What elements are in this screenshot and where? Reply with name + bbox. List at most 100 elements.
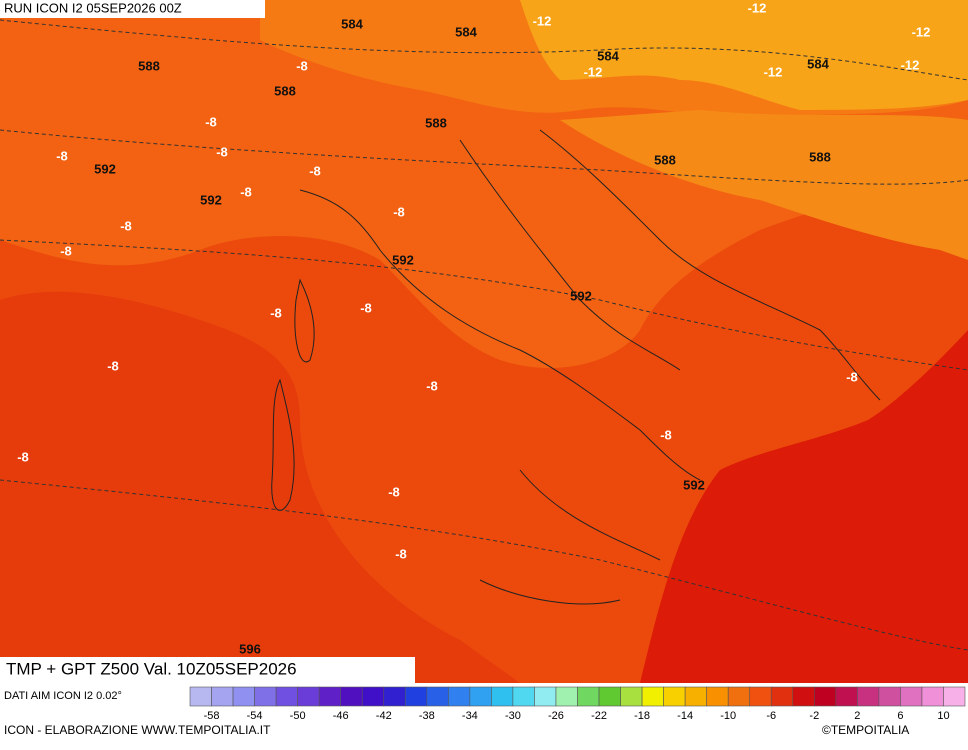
temperature-label: -8 — [17, 449, 29, 464]
legend-tick-label: -2 — [809, 710, 819, 722]
legend-swatch — [555, 686, 578, 707]
legend-tick-label: -10 — [720, 710, 736, 722]
legend-swatch — [749, 686, 772, 707]
legend-swatch — [232, 686, 255, 707]
legend-swatch — [620, 686, 643, 707]
color-legend: -58 -54 -50 -46 -42 -38 -34 -30 -26 -22 -18 -14 -10-… — [189, 686, 966, 722]
legend-swatch — [684, 686, 707, 707]
height-label: 588 — [425, 115, 447, 130]
temperature-label: -8 — [107, 358, 119, 373]
brand: ©TEMPOITALIA — [822, 723, 909, 737]
legend-tick-label: -6 — [766, 710, 776, 722]
run-label: RUN ICON I2 05SEP2026 00Z — [4, 0, 182, 15]
height-label: 588 — [274, 83, 296, 98]
legend-tick-label: 2 — [854, 710, 860, 722]
title: TMP + GPT Z500 Val. 10Z05SEP2026 — [6, 659, 297, 678]
height-label: 588 — [138, 58, 160, 73]
legend-swatch — [189, 686, 212, 707]
legend-swatch — [469, 686, 492, 707]
legend-swatch — [792, 686, 815, 707]
legend-swatch — [404, 686, 428, 707]
legend-swatch — [254, 686, 277, 707]
temperature-label: -8 — [393, 204, 405, 219]
legend-swatch — [577, 686, 600, 707]
temperature-label: -8 — [660, 427, 672, 442]
legend-swatch — [361, 686, 385, 707]
run-box — [0, 0, 265, 18]
legend-swatch — [921, 686, 944, 707]
title-box — [0, 657, 415, 683]
height-label: 584 — [341, 16, 363, 31]
height-label: 592 — [94, 161, 116, 176]
legend-swatch — [814, 686, 837, 707]
height-label: 584 — [455, 24, 477, 39]
cool-zone-east — [560, 110, 968, 260]
temperature-label: -12 — [764, 64, 783, 79]
legend-tick-label: -46 — [333, 710, 349, 722]
temperature-label: -8 — [120, 218, 132, 233]
legend-swatch — [211, 686, 234, 707]
legend-tick-label: 10 — [937, 710, 949, 722]
temperature-label: -8 — [56, 148, 68, 163]
legend-tick-label: -30 — [505, 710, 521, 722]
legend-swatch — [383, 686, 406, 707]
legend-swatch — [448, 686, 471, 707]
height-label: 592 — [392, 252, 414, 267]
legend-swatch — [426, 686, 449, 707]
legend-swatch — [943, 686, 966, 707]
legend-swatch — [340, 686, 363, 707]
legend-swatch — [598, 686, 621, 707]
warm-zone-west — [0, 291, 520, 683]
legend-tick-label: -18 — [634, 710, 650, 722]
footer: ICON - ELABORAZIONE WWW.TEMPOITALIA.IT — [4, 723, 271, 737]
legend-swatch — [706, 686, 729, 707]
legend-swatch — [534, 686, 557, 707]
legend-swatch — [663, 686, 686, 707]
legend-tick-label: -34 — [462, 710, 478, 722]
legend-swatch — [512, 686, 535, 707]
temperature-label: -12 — [748, 0, 767, 15]
legend-swatch — [491, 686, 514, 707]
temperature-label: -8 — [205, 114, 217, 129]
height-label: 584 — [597, 48, 619, 63]
legend-tick-label: 6 — [897, 710, 903, 722]
temperature-label: -8 — [426, 378, 438, 393]
legend-swatch — [857, 686, 880, 707]
temperature-label: -8 — [846, 369, 858, 384]
temperature-label: -8 — [296, 58, 308, 73]
temperature-label: -8 — [270, 305, 282, 320]
height-label: 588 — [654, 152, 676, 167]
height-label: 588 — [809, 149, 831, 164]
height-label: 584 — [807, 56, 829, 71]
legend-tick-label: -14 — [677, 710, 693, 722]
legend-swatch — [641, 686, 664, 707]
temperature-label: -8 — [388, 484, 400, 499]
isolines — [0, 19, 968, 651]
temperature-label: -8 — [395, 546, 407, 561]
coastlines — [271, 129, 881, 605]
temperature-label: -12 — [912, 24, 931, 39]
height-label: 596 — [239, 641, 261, 656]
legend-swatch — [878, 686, 901, 707]
temperature-label: -8 — [216, 144, 228, 159]
legend-tick-label: -54 — [247, 710, 263, 722]
legend-tick-label: -42 — [376, 710, 392, 722]
temperature-label: -8 — [60, 243, 72, 258]
height-label: 592 — [570, 288, 592, 303]
legend-tick-label: -26 — [548, 710, 564, 722]
legend-swatch — [318, 686, 341, 707]
legend-tick-label: -22 — [591, 710, 607, 722]
height-label: 592 — [683, 477, 705, 492]
temperature-label: -8 — [240, 184, 252, 199]
legend-swatch — [770, 686, 794, 707]
legend-tick-label: -50 — [290, 710, 306, 722]
legend-tick-label: -38 — [419, 710, 435, 722]
legend-tick-label: -58 — [204, 710, 220, 722]
temperature-label: -8 — [309, 163, 321, 178]
temperature-label: -8 — [360, 300, 372, 315]
temperature-label: -12 — [533, 13, 552, 28]
